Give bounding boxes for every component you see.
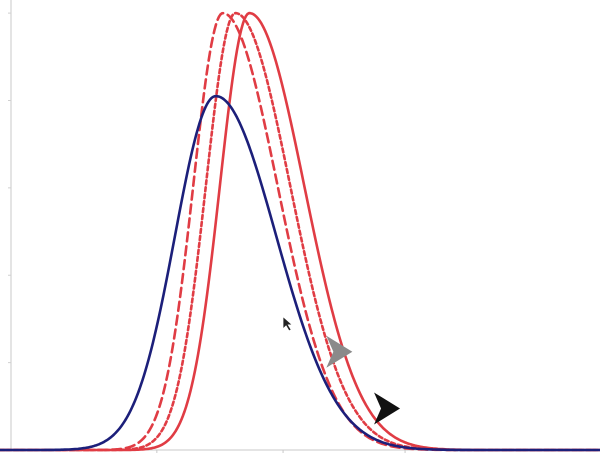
series-line-1 xyxy=(0,94,600,452)
mouse-cursor-icon xyxy=(282,316,293,332)
arrowhead-marker-2 xyxy=(374,392,401,425)
arrowhead-marker-1 xyxy=(326,335,353,368)
annotation-layer xyxy=(282,316,401,425)
series-layer xyxy=(0,11,600,452)
series-line-2 xyxy=(0,11,600,452)
series-line-3 xyxy=(0,11,600,452)
axis-ticks xyxy=(8,12,406,453)
